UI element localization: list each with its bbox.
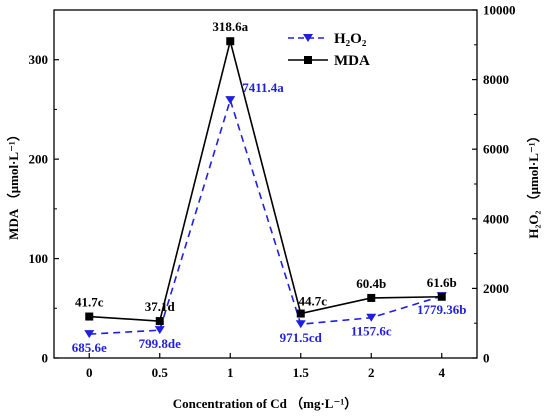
mda-point: [85, 312, 94, 321]
h2o2-series-line: [89, 97, 442, 335]
x-tick-label: 4: [439, 365, 446, 380]
axis-ticks: [54, 9, 477, 359]
h2o2-point: [154, 326, 165, 335]
mda-point: [437, 292, 446, 301]
mda-data-label: 60.4b: [356, 276, 386, 291]
y-left-tick-label: 200: [29, 152, 49, 167]
mda-data-label: 37.1d: [145, 299, 176, 314]
x-tick-label: 2: [368, 365, 375, 380]
mda-point: [296, 309, 305, 318]
h2o2-data-label: 799.8de: [139, 336, 181, 351]
h2o2-point: [295, 320, 306, 329]
h2o2-data-label: 685.6e: [72, 340, 107, 355]
mda-data-label: 61.6b: [427, 275, 457, 290]
legend: H₂O₂ MDA: [288, 31, 370, 69]
mda-data-label: 44.7c: [298, 294, 327, 309]
h2o2-point: [366, 313, 377, 322]
h2o2-data-label: 1157.6c: [351, 324, 392, 339]
legend-h2o2-marker: [303, 34, 313, 42]
mda-series-line: [89, 41, 442, 322]
mda-data-label: 41.7c: [75, 295, 104, 310]
mda-data-label: 318.6a: [212, 19, 248, 34]
mda-point: [367, 293, 376, 302]
h2o2-data-label: 7411.4a: [242, 80, 284, 95]
legend-h2o2-label: H₂O₂: [334, 31, 367, 47]
x-tick-label: 1.5: [293, 365, 310, 380]
mda-point: [226, 37, 235, 46]
y-left-tick-label: 300: [29, 52, 49, 67]
y-right-tick-label: 0: [483, 351, 490, 366]
y-left-tick-label: 0: [42, 351, 49, 366]
mda-point: [155, 317, 164, 326]
y-right-tick-label: 2000: [483, 281, 509, 296]
y-right-tick-label: 4000: [483, 211, 509, 226]
right-axis-title: H₂O₂ （μmol·L⁻¹）: [526, 129, 541, 238]
h2o2-data-label: 1779.36b: [417, 302, 466, 317]
y-left-tick-label: 100: [29, 251, 49, 266]
legend-mda-label: MDA: [334, 53, 370, 69]
plot-frame: [53, 9, 478, 359]
data-labels: 41.7c 37.1d 318.6a 44.7c 60.4b 61.6b 685.6e 799…: [72, 19, 467, 355]
h2o2-data-label: 971.5cd: [280, 330, 323, 345]
x-axis-title: Concentration of Cd （mg·L⁻¹）: [173, 396, 357, 411]
y-right-tick-label: 6000: [483, 142, 509, 157]
y-right-tick-label: 10000: [483, 3, 516, 18]
h2o2-point: [225, 96, 236, 105]
tick-labels: 0 0.5 1 1.5 2 4 0 100 200 300 0 2000 4000 6000 8000 100…: [29, 3, 516, 381]
left-axis-title: MDA （μmol·L⁻¹）: [6, 128, 21, 240]
x-tick-label: 0.5: [152, 365, 169, 380]
legend-mda-marker: [304, 56, 312, 64]
x-tick-label: 1: [227, 365, 234, 380]
y-right-tick-label: 8000: [483, 72, 509, 87]
h2o2-point: [84, 330, 95, 339]
series-layer: [84, 37, 447, 339]
x-tick-label: 0: [86, 365, 93, 380]
